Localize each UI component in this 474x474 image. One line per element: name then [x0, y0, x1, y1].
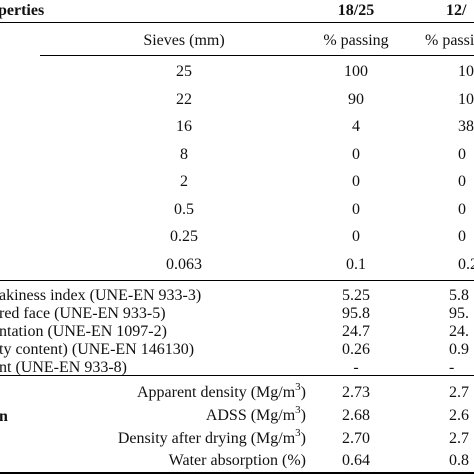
- rule-bottom: [0, 472, 474, 474]
- property-value-2: 5.8: [449, 287, 469, 304]
- header-col-18-25: 18/25: [337, 2, 375, 19]
- sieve-passing-1: 0.1: [346, 255, 366, 273]
- sieve-size: 2: [180, 173, 188, 190]
- property-value-1: -: [353, 359, 359, 376]
- density-label-text: Water absorption (%): [168, 452, 306, 469]
- sieve-passing-1: 100: [344, 63, 368, 80]
- property-label: red face (UNE-EN 933-5): [0, 305, 166, 322]
- rule-sieve-header: [40, 55, 474, 56]
- sieve-passing-1: 4: [352, 118, 360, 135]
- sieve-size: 8: [180, 145, 188, 163]
- property-value-2: 95.: [449, 305, 469, 322]
- density-value-1: 2.73: [342, 384, 370, 401]
- closing-paren: ): [300, 407, 306, 424]
- sieve-passing-2: 100: [458, 63, 474, 80]
- sieve-passing-2: 0: [458, 173, 466, 190]
- rule-after-properties: [0, 375, 474, 376]
- density-value-2: 2.7: [449, 430, 469, 447]
- sieve-passing-1: 90: [348, 90, 364, 108]
- closing-paren: ): [300, 430, 306, 447]
- property-value-1: 5.25: [342, 287, 370, 304]
- density-label-text: Apparent density (Mg/m: [136, 384, 296, 401]
- sieve-passing-2: 0: [458, 200, 466, 218]
- property-label: ntation (UNE-EN 1097-2): [0, 323, 167, 340]
- passing-header-1: % passing: [323, 32, 389, 49]
- density-group-label: n: [0, 408, 8, 425]
- sieve-size: 0.25: [170, 228, 198, 245]
- density-value-2: 2.7: [449, 384, 469, 401]
- density-label: Apparent density (Mg/m3): [136, 380, 306, 402]
- closing-paren: ): [300, 384, 306, 401]
- rule-header: [0, 22, 474, 23]
- property-label: nt (UNE-EN 933-8): [0, 359, 127, 376]
- sieve-size: 16: [176, 118, 192, 135]
- density-value-1: 2.68: [342, 407, 370, 424]
- unit-superscript: 3: [295, 380, 301, 393]
- property-value-1: 95.8: [342, 305, 370, 322]
- density-label-text: Density after drying (Mg/m: [117, 430, 296, 447]
- property-label: akiness index (UNE-EN 933-3): [0, 287, 202, 304]
- sieve-size: 0.063: [166, 255, 202, 273]
- sieve-passing-2: 0: [458, 145, 466, 163]
- sieves-header: Sieves (mm): [143, 32, 225, 49]
- unit-superscript: 3: [295, 426, 301, 439]
- sieve-size: 0.5: [174, 200, 194, 218]
- property-label: ty content) (UNE-EN 146130): [0, 341, 195, 358]
- sieve-passing-1: 0: [352, 228, 360, 245]
- sieve-passing-2: 0.2: [458, 255, 474, 273]
- density-label-text: ADSS (Mg/m: [205, 407, 296, 424]
- property-value-1: 0.26: [342, 341, 370, 358]
- sieve-passing-1: 0: [352, 173, 360, 190]
- property-value-2: 24.: [449, 323, 469, 340]
- unit-superscript: 3: [295, 403, 301, 416]
- property-value-2: 0.9: [449, 341, 469, 358]
- header-properties: perties: [0, 2, 45, 19]
- density-value-1: 0.64: [342, 452, 370, 469]
- density-value-2: 0.8: [449, 452, 469, 469]
- density-value-2: 2.6: [449, 407, 469, 424]
- sieve-passing-2: 38: [458, 118, 474, 135]
- density-label: Density after drying (Mg/m3): [117, 426, 306, 448]
- sieve-passing-1: 0: [352, 200, 360, 218]
- density-label: ADSS (Mg/m3): [205, 403, 306, 425]
- property-value-2: -: [449, 359, 455, 376]
- sieve-passing-2: 100: [458, 90, 474, 108]
- rule-after-sieves: [0, 280, 474, 281]
- sieve-size: 25: [176, 63, 192, 80]
- density-label: Water absorption (%): [169, 452, 306, 470]
- sieve-passing-1: 0: [352, 145, 360, 163]
- sieve-size: 22: [176, 90, 192, 108]
- passing-header-2: % passi: [425, 32, 474, 49]
- sieve-passing-2: 0: [458, 228, 466, 245]
- header-col-12: 12/: [446, 2, 467, 19]
- density-value-1: 2.70: [342, 430, 370, 447]
- property-value-1: 24.7: [342, 323, 370, 340]
